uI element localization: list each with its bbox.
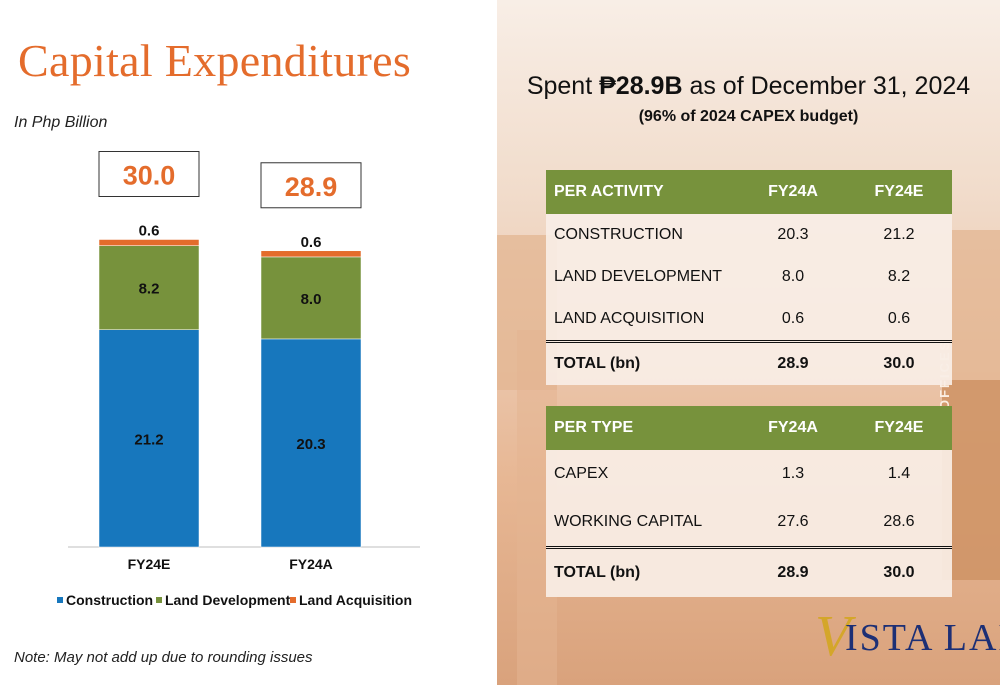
cell-value: 0.6 — [740, 298, 846, 342]
cell-value: 8.0 — [740, 256, 846, 298]
table-row: LAND DEVELOPMENT 8.0 8.2 — [546, 256, 952, 298]
category-label: FY24E — [128, 556, 171, 572]
legend-label: Land Development — [165, 592, 291, 608]
bar-segment-construction — [260, 338, 362, 548]
column-header: FY24E — [846, 170, 952, 214]
chart-panel: Capital Expenditures In Php Billion 21.2… — [0, 0, 497, 685]
headline-suffix: as of December 31, 2024 — [682, 72, 971, 100]
legend-label: Construction — [66, 592, 153, 608]
data-label: 0.6 — [139, 223, 160, 240]
column-header: PER ACTIVITY — [546, 170, 740, 214]
row-label: TOTAL (bn) — [546, 546, 740, 597]
cell-value: 20.3 — [740, 214, 846, 256]
row-label: LAND ACQUISITION — [546, 298, 740, 342]
category-label: FY24A — [289, 556, 333, 572]
table-row: CAPEX 1.3 1.4 — [546, 450, 952, 498]
cell-value: 30.0 — [846, 340, 952, 385]
per-activity-table: PER ACTIVITY FY24A FY24E CONSTRUCTION 20… — [546, 170, 952, 385]
bar-segment-construction — [98, 329, 200, 548]
cell-value: 21.2 — [846, 214, 952, 256]
table-header-row: PER TYPE FY24A FY24E — [546, 406, 952, 450]
capex-stacked-bar-chart: 21.2 8.2 0.6 30.0 FY24E 20.3 8.0 0.6 28.9 FY24A Co… — [57, 151, 420, 608]
data-label: 20.3 — [296, 436, 325, 453]
cell-value: 0.6 — [846, 298, 952, 342]
background-building — [952, 230, 1000, 390]
footnote: Note: May not add up due to rounding iss… — [14, 649, 313, 666]
cell-value: 28.9 — [740, 546, 846, 597]
legend-label: Land Acquisition — [299, 592, 412, 608]
cell-value: 8.2 — [846, 256, 952, 298]
summary-panel: OFFICES Spent ₱28.9B as of December 31, … — [497, 0, 1000, 685]
row-label: CAPEX — [546, 450, 740, 498]
data-label: 0.6 — [301, 234, 322, 251]
table-row: LAND ACQUISITION 0.6 0.6 — [546, 298, 952, 342]
column-header: FY24A — [740, 406, 846, 450]
data-label: 8.0 — [301, 291, 322, 308]
row-label: TOTAL (bn) — [546, 340, 740, 385]
column-header: FY24A — [740, 170, 846, 214]
cell-value: 28.9 — [740, 340, 846, 385]
total-label: 28.9 — [285, 172, 338, 202]
bar-segment-land-acquisition — [260, 250, 362, 258]
logo-initial: V — [815, 603, 851, 668]
page-title: Capital Expenditures — [18, 35, 412, 86]
vista-land-logo: V ISTA LAND — [815, 603, 1000, 668]
row-label: LAND DEVELOPMENT — [546, 256, 740, 298]
unit-subtitle: In Php Billion — [14, 114, 108, 131]
headline-amount: ₱28.9B — [599, 72, 683, 100]
data-label: 21.2 — [134, 431, 163, 448]
logo-wordmark: ISTA LAND — [845, 617, 1000, 659]
row-label: CONSTRUCTION — [546, 214, 740, 256]
column-header: PER TYPE — [546, 406, 740, 450]
per-type-table: PER TYPE FY24A FY24E CAPEX 1.3 1.4 WORKI… — [546, 406, 952, 597]
legend-swatch — [290, 597, 296, 603]
table-row: WORKING CAPITAL 27.6 28.6 — [546, 498, 952, 548]
budget-percentage: (96% of 2024 CAPEX budget) — [638, 108, 859, 125]
cell-value: 1.3 — [740, 450, 846, 498]
table-header-row: PER ACTIVITY FY24A FY24E — [546, 170, 952, 214]
total-label: 30.0 — [123, 161, 176, 191]
column-header: FY24E — [846, 406, 952, 450]
total-row: TOTAL (bn) 28.9 30.0 — [546, 340, 952, 385]
total-label-box — [260, 162, 362, 209]
cell-value: 28.6 — [846, 498, 952, 548]
row-label: WORKING CAPITAL — [546, 498, 740, 548]
legend-swatch — [57, 597, 63, 603]
cell-value: 1.4 — [846, 450, 952, 498]
table-row: CONSTRUCTION 20.3 21.2 — [546, 214, 952, 256]
total-label-box — [98, 151, 200, 197]
headline: Spent ₱28.9B as of December 31, 2024 — [497, 72, 1000, 101]
total-row: TOTAL (bn) 28.9 30.0 — [546, 546, 952, 597]
legend-swatch — [156, 597, 162, 603]
data-label: 8.2 — [139, 281, 160, 298]
cell-value: 30.0 — [846, 546, 952, 597]
cell-value: 27.6 — [740, 498, 846, 548]
headline-prefix: Spent — [526, 72, 600, 100]
bar-segment-land-acquisition — [98, 239, 200, 246]
bar-segment-land-development — [260, 256, 362, 340]
